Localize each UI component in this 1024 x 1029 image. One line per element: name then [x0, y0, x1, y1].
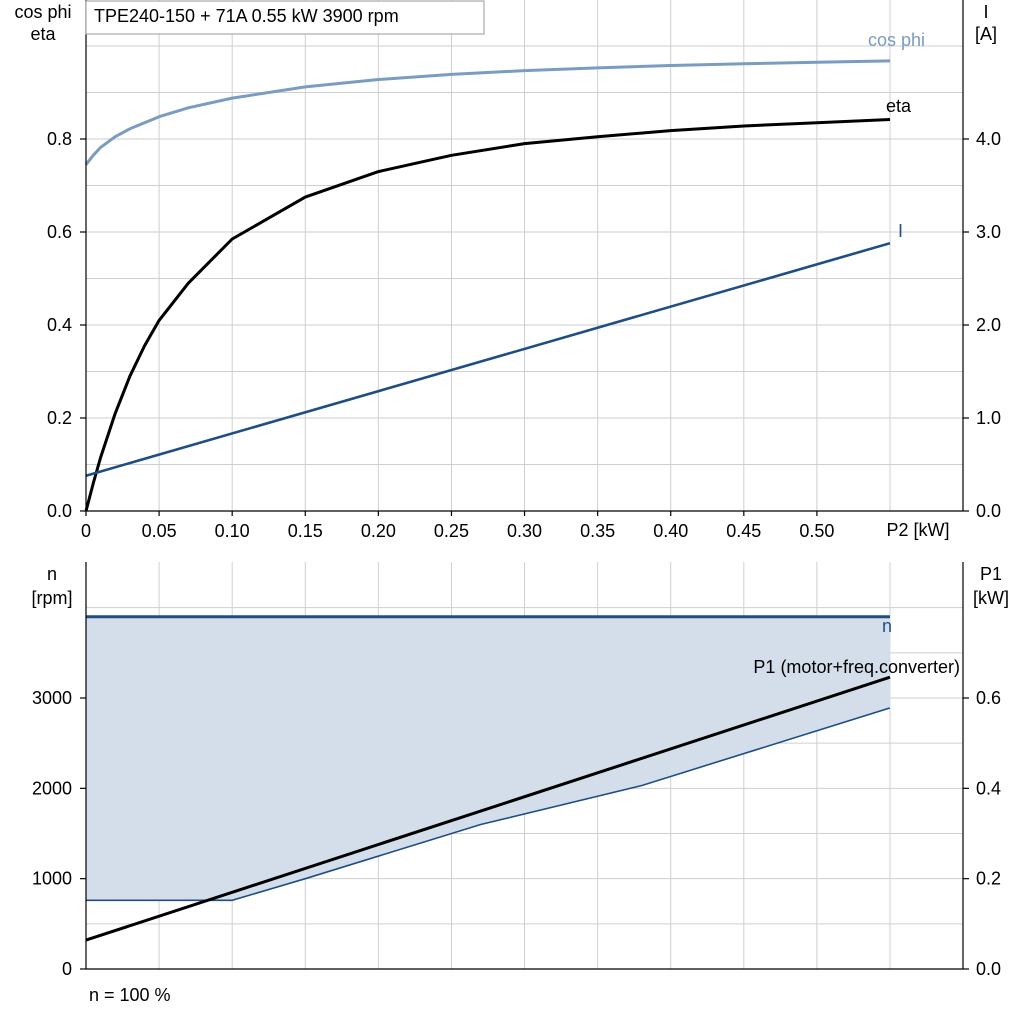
chart-title: TPE240-150 + 71A 0.55 kW 3900 rpm — [94, 6, 399, 26]
top-xtick-label-8: 0.40 — [653, 521, 688, 541]
top-ytick-right-label-0: 0.0 — [976, 501, 1001, 521]
top-xtick-label-4: 0.20 — [361, 521, 396, 541]
top-ytick-right-label-1: 1.0 — [976, 408, 1001, 428]
label-p1: P1 (motor+freq.converter) — [753, 657, 960, 677]
top-right-ylabel-2: [A] — [975, 24, 997, 44]
top-xtick-label-7: 0.35 — [580, 521, 615, 541]
top-left-ylabel-1: cos phi — [14, 2, 71, 22]
top-grid — [86, 0, 963, 511]
series-eta-line — [84, 118, 891, 512]
speed-band-fill — [86, 616, 890, 901]
bot-ytick-left-label-3: 3000 — [32, 688, 72, 708]
top-xtick-label-3: 0.15 — [288, 521, 323, 541]
bot-ytick-right-label-3: 0.6 — [976, 688, 1001, 708]
title-box — [85, 0, 485, 35]
top-ytick-left-label-1: 0.2 — [47, 408, 72, 428]
bot-left-ylabel-2: [rpm] — [31, 588, 72, 608]
top-ytick-right-label-2: 2.0 — [976, 315, 1001, 335]
top-left-ylabel-2: eta — [30, 24, 56, 44]
top-xtick-label-2: 0.10 — [215, 521, 250, 541]
bot-right-ylabel-1: P1 — [980, 564, 1002, 584]
bot-ytick-left-label-1: 1000 — [32, 869, 72, 889]
axes — [80, 0, 969, 970]
bot-left-ylabel-1: n — [47, 564, 57, 584]
bot-ytick-left-label-2: 2000 — [32, 778, 72, 798]
bot-ytick-right-label-2: 0.4 — [976, 778, 1001, 798]
top-xtick-label-0: 0 — [81, 521, 91, 541]
tick-labels: 0 0.05 0.10 0.15 0.20 0.25 0.30 0.35 0.40 0.45 0.5… — [32, 129, 1001, 979]
series-cos-phi-line — [84, 59, 891, 166]
top-ytick-right-label-4: 4.0 — [976, 129, 1001, 149]
label-speed: n — [882, 616, 892, 636]
top-series — [84, 59, 891, 512]
top-xtick-label-10: 0.50 — [799, 521, 834, 541]
series-p1-line — [85, 675, 891, 942]
label-eta: eta — [886, 96, 912, 116]
top-xtick-label-5: 0.25 — [434, 521, 469, 541]
top-xtick-label-1: 0.05 — [142, 521, 177, 541]
bot-series — [85, 615, 891, 942]
top-xtick-label-9: 0.45 — [726, 521, 761, 541]
bot-ytick-right-label-1: 0.2 — [976, 869, 1001, 889]
bot-right-ylabel-2: [kW] — [973, 588, 1009, 608]
label-current: I — [898, 221, 903, 241]
top-ytick-left-label-0: 0.0 — [47, 501, 72, 521]
top-ytick-right-label-3: 3.0 — [976, 222, 1001, 242]
top-ytick-left-label-2: 0.4 — [47, 315, 72, 335]
top-xtick-label-6: 0.30 — [507, 521, 542, 541]
bot-ytick-left-label-0: 0 — [62, 959, 72, 979]
top-right-ylabel-1: I — [983, 2, 988, 22]
top-ytick-left-label-3: 0.6 — [47, 222, 72, 242]
label-cosphi: cos phi — [868, 30, 925, 50]
top-xlabel: P2 [kW] — [886, 520, 949, 540]
series-i-line — [85, 241, 891, 477]
footnote: n = 100 % — [89, 985, 171, 1005]
bot-ytick-right-label-0: 0.0 — [976, 959, 1001, 979]
top-ytick-left-label-4: 0.8 — [47, 129, 72, 149]
